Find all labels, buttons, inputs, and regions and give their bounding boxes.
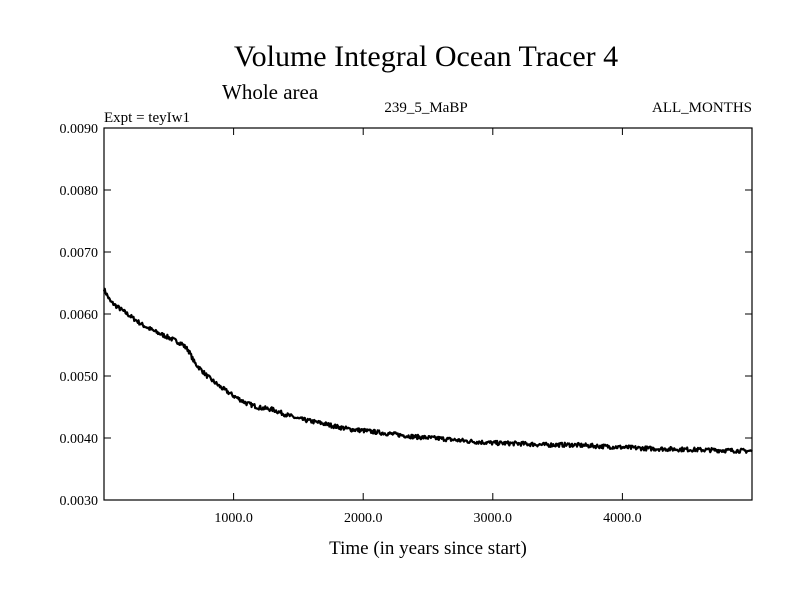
y-tick-label: 0.0030 xyxy=(60,494,99,509)
y-tick-label: 0.0050 xyxy=(60,370,99,385)
x-tick-label: 4000.0 xyxy=(603,511,642,526)
period-label: 239_5_MaBP xyxy=(384,100,467,116)
y-tick-label: 0.0070 xyxy=(60,246,99,261)
x-tick-label: 3000.0 xyxy=(474,511,513,526)
x-tick-label: 2000.0 xyxy=(344,511,383,526)
experiment-label: Expt = teyIw1 xyxy=(104,110,190,126)
series-line xyxy=(102,287,753,454)
x-tick-label: 1000.0 xyxy=(214,511,253,526)
y-tick-label: 0.0090 xyxy=(60,122,99,137)
y-axis: 0.0030 0.0040 0.0050 0.0060 0.0070 0.0080 0.00… xyxy=(60,122,752,509)
y-tick-label: 0.0060 xyxy=(60,308,99,323)
months-label: ALL_MONTHS xyxy=(652,100,752,116)
x-axis-label: Time (in years since start) xyxy=(329,538,527,559)
chart-title: Volume Integral Ocean Tracer 4 xyxy=(234,40,618,73)
chart-subtitle: Whole area xyxy=(222,80,319,104)
y-tick-label: 0.0080 xyxy=(60,184,99,199)
plot-frame xyxy=(103,127,753,501)
y-tick-label: 0.0040 xyxy=(60,432,99,447)
x-axis: 1000.0 2000.0 3000.0 4000.0 xyxy=(214,128,642,526)
